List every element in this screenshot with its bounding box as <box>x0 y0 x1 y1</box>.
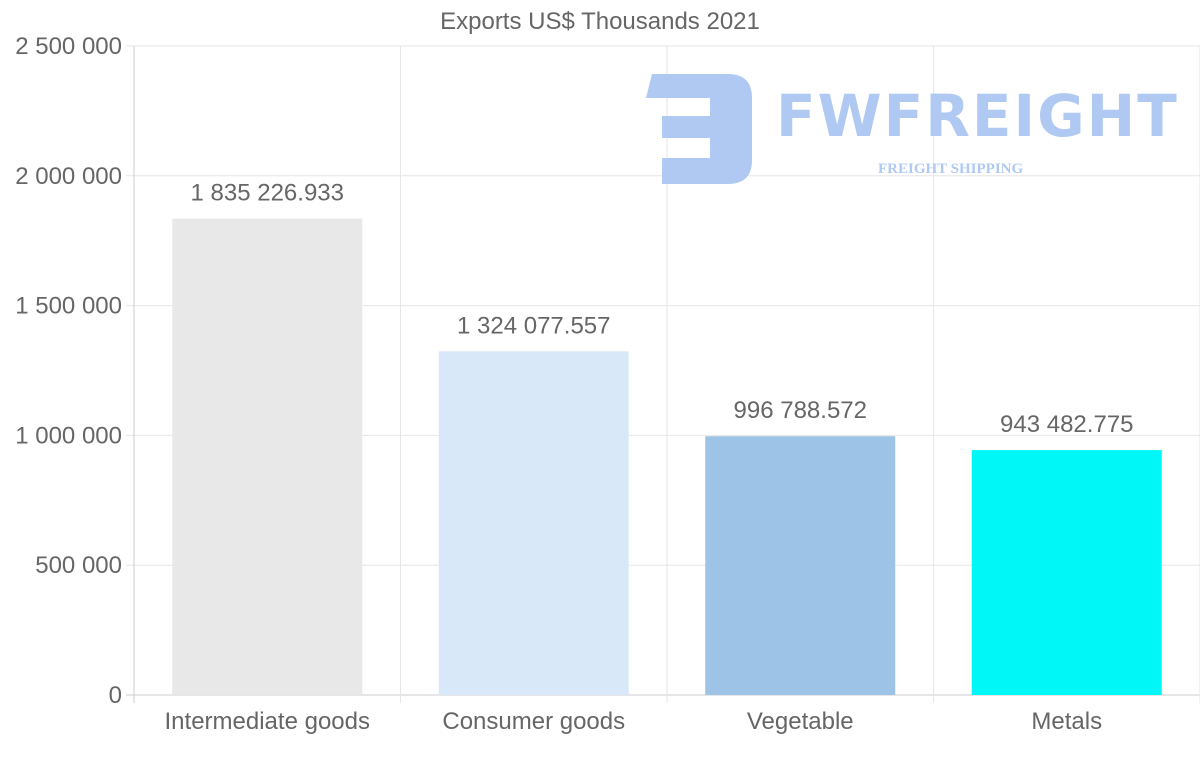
chart-title: Exports US$ Thousands 2021 <box>440 8 760 35</box>
data-label: 996 788.572 <box>734 397 867 424</box>
bar <box>438 351 629 695</box>
data-label: 1 324 077.557 <box>457 312 610 339</box>
bar <box>971 450 1162 695</box>
data-label: 943 482.775 <box>1000 411 1133 438</box>
data-label: 1 835 226.933 <box>191 180 344 207</box>
y-tick-label: 2 000 000 <box>15 163 122 190</box>
y-tick-label: 2 500 000 <box>15 33 122 60</box>
x-tick-label: Intermediate goods <box>165 708 370 735</box>
bar <box>172 218 363 696</box>
x-tick-label: Metals <box>1031 708 1102 735</box>
y-tick-label: 0 <box>109 682 122 709</box>
x-tick-label: Consumer goods <box>442 708 625 735</box>
bar <box>705 436 896 695</box>
y-tick-label: 1 000 000 <box>15 422 122 449</box>
x-tick-label: Vegetable <box>747 708 854 735</box>
y-tick-label: 1 500 000 <box>15 293 122 320</box>
y-tick-label: 500 000 <box>35 552 122 579</box>
